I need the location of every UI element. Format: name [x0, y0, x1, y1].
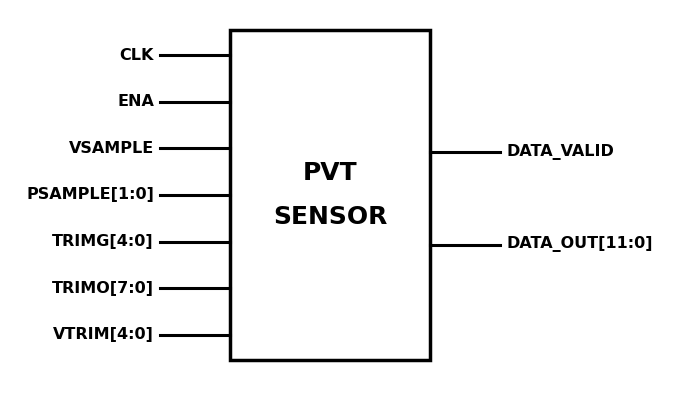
Text: PVT: PVT	[302, 161, 357, 185]
Bar	[230, 30, 430, 360]
Text: CLK: CLK	[120, 48, 154, 62]
Text: SENSOR: SENSOR	[273, 205, 387, 229]
Text: TRIMO[7:0]: TRIMO[7:0]	[52, 281, 154, 296]
Text: VTRIM[4:0]: VTRIM[4:0]	[53, 327, 154, 343]
Text: TRIMG[4:0]: TRIMG[4:0]	[52, 234, 154, 249]
Text: DATA_VALID: DATA_VALID	[506, 144, 614, 160]
Text: VSAMPLE: VSAMPLE	[69, 141, 154, 156]
Text: DATA_OUT[11:0]: DATA_OUT[11:0]	[506, 237, 652, 252]
Text: ENA: ENA	[117, 94, 154, 109]
Text: PSAMPLE[1:0]: PSAMPLE[1:0]	[26, 187, 154, 202]
